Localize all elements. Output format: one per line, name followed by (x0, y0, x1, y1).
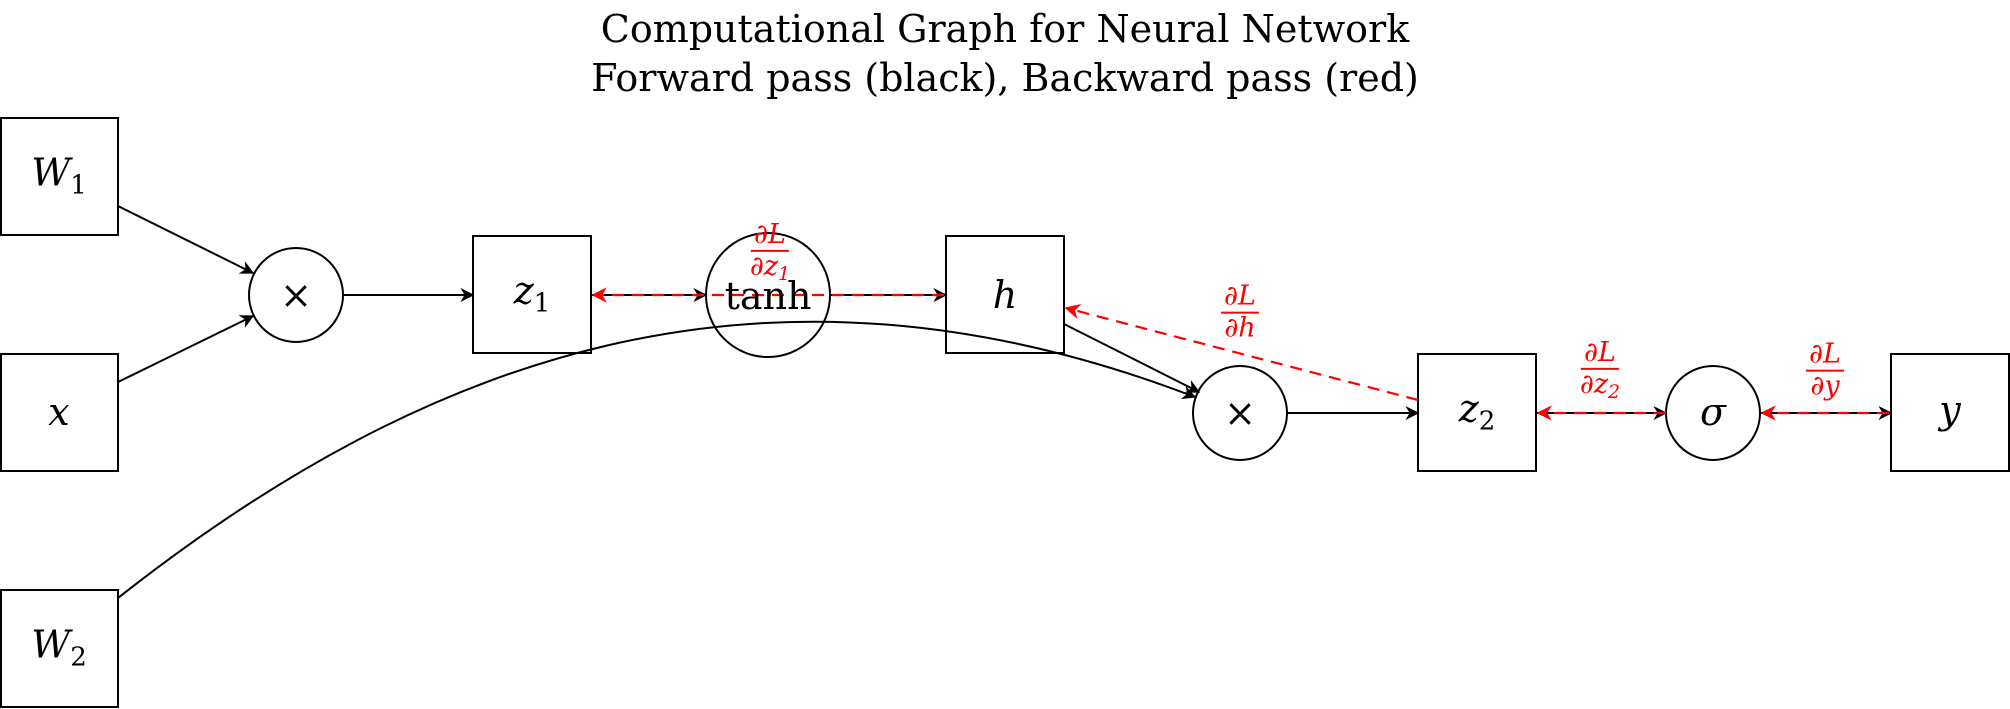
node-mul1-label: × (280, 273, 312, 317)
node-h-label: h (992, 273, 1018, 317)
node-z1-label: z1 (513, 268, 551, 319)
node-x-box (0, 353, 119, 472)
node-tanh-label: tanh (724, 274, 812, 318)
node-w2-box (0, 589, 119, 708)
node-y-label: y (1939, 388, 1961, 432)
gradient-label-dl-dz1: ∂L ∂z1 (749, 218, 791, 286)
gradient-label-dl-dz2: ∂L ∂z2 (1579, 336, 1621, 404)
node-z2-label: z2 (1458, 386, 1496, 437)
edge-x-to-mul1 (117, 315, 255, 383)
node-sigma-label: σ (1700, 390, 1726, 434)
edge-w1-to-mul1 (117, 205, 255, 274)
diagram-title: Computational Graph for Neural Network (600, 7, 1410, 51)
node-y-box (1890, 353, 2010, 472)
node-x-label: x (48, 390, 70, 434)
edge-w2-to-mul2 (117, 320, 1197, 599)
node-z1-box (472, 235, 592, 354)
node-w1-box (0, 117, 119, 236)
edge-h-to-mul2 (1063, 323, 1201, 393)
node-w2-label: W2 (31, 622, 87, 673)
node-w1-label: W1 (31, 150, 87, 201)
gradient-label-dl-dh: ∂L ∂h (1221, 282, 1259, 344)
diagram-subtitle: Forward pass (black), Backward pass (red… (591, 56, 1419, 100)
grad-edge-z2-to-h (1064, 304, 1419, 402)
node-mul2-label: × (1224, 391, 1256, 435)
gradient-label-dl-dy: ∂L ∂y (1806, 340, 1844, 402)
